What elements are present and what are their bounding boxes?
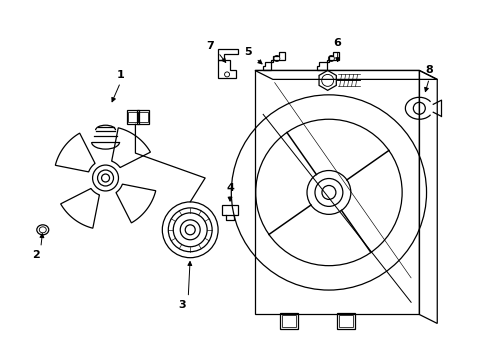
Text: 5: 5 [244,48,251,58]
Bar [336,314,354,329]
Text: 7: 7 [206,41,214,50]
Bar [128,112,138,122]
Text: 4: 4 [225,183,234,193]
Text: 6: 6 [333,37,341,48]
Bar [127,110,139,124]
Bar [138,112,148,122]
Bar [222,205,238,215]
Bar [279,314,297,329]
Bar [339,315,352,328]
Text: 1: 1 [116,71,124,80]
Text: 2: 2 [32,250,40,260]
Bar [137,110,149,124]
Text: 8: 8 [425,66,432,76]
Text: 3: 3 [178,300,185,310]
Bar [281,315,295,328]
